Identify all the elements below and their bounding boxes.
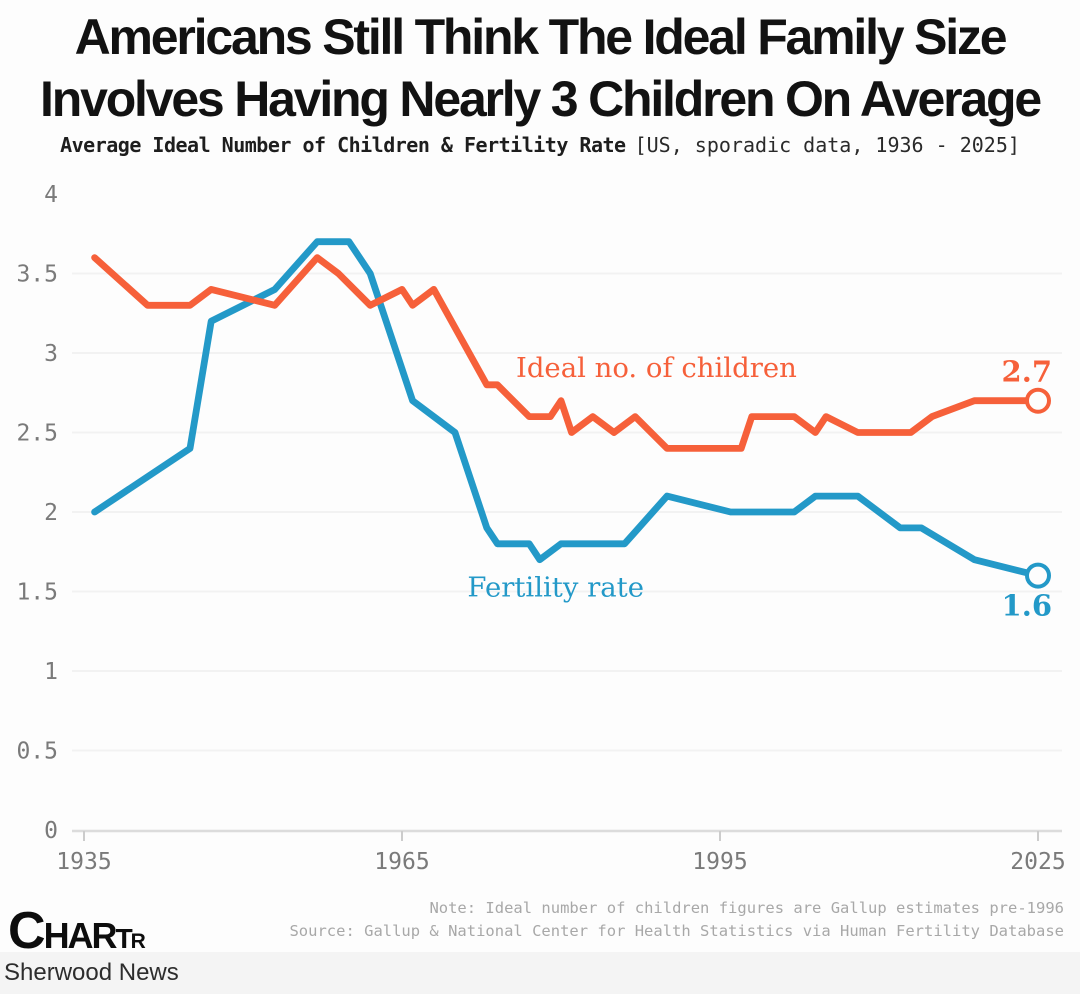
y-tick-label: 3: [44, 341, 58, 367]
line-ideal-children: [91, 254, 1042, 452]
line-fertility-rate: [91, 238, 1042, 579]
series-label-ideal-children: Ideal no. of children: [516, 352, 797, 384]
x-tick-label: 1965: [374, 849, 429, 875]
subtitle-main: Average Ideal Number of Children & Ferti…: [60, 133, 626, 157]
logo-letter: R: [130, 930, 146, 953]
subtitle-detail: [US, sporadic data, 1936 - 2025]: [634, 133, 1020, 157]
end-marker-fertility-rate: [1025, 562, 1051, 589]
y-tick-label: 2: [44, 500, 58, 526]
chart-subtitle: Average Ideal Number of Children & Ferti…: [0, 133, 1080, 157]
source-text: Source: Gallup & National Center for Hea…: [289, 922, 1064, 940]
y-tick-label: 0: [44, 818, 58, 844]
logo-letter: C: [8, 902, 46, 960]
logo-letter: T: [115, 923, 133, 954]
end-value-ideal-children: 2.7: [1002, 355, 1052, 389]
x-tick-label: 1935: [56, 849, 111, 875]
y-tick-label: 4: [44, 182, 58, 208]
chartr-logo: CHARTR: [8, 901, 146, 961]
x-tick-label: 1995: [692, 849, 747, 875]
page-title-line-1: Americans Still Think The Ideal Family S…: [74, 9, 1008, 65]
line-chart: 4 3.5 3 2.5 2 1.5 1 0.5 0 1935 1965 1995 2025 1.6 Fert…: [16, 182, 1065, 875]
logo-letter: HAR: [43, 915, 118, 956]
x-tick-label: 2025: [1010, 849, 1065, 875]
page-title-line-2: Involves Having Nearly 3 Children On Ave…: [40, 71, 1042, 127]
y-tick-label: 2.5: [16, 421, 58, 447]
note-text: Note: Ideal number of children figures a…: [429, 899, 1064, 917]
end-value-fertility-rate: 1.6: [1002, 589, 1052, 623]
y-tick-label: 1: [44, 659, 58, 685]
chart-footnotes: Note: Ideal number of children figures a…: [289, 897, 1064, 943]
sherwood-news-label: Sherwood News: [4, 959, 179, 986]
y-tick-label: 1.5: [16, 580, 58, 606]
y-tick-label: 3.5: [16, 262, 58, 288]
end-marker-ideal-children: [1025, 387, 1051, 414]
y-tick-label: 0.5: [16, 739, 58, 765]
sherwood-news-bar: Sherwood News: [0, 952, 1080, 994]
series-label-fertility-rate: Fertility rate: [467, 571, 644, 603]
